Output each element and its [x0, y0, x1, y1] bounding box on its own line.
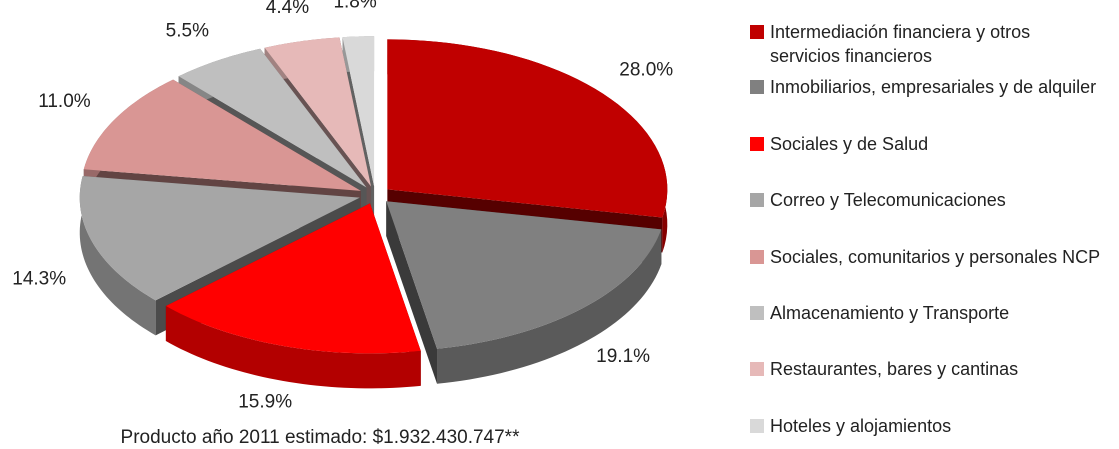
legend: Intermediación financiera y otros servic… [750, 0, 1110, 449]
data-label: 11.0% [38, 91, 91, 112]
slice-wall [79, 176, 156, 336]
legend-swatch [750, 419, 764, 433]
data-label: 4.4% [266, 0, 309, 18]
legend-label: Restaurantes, bares y cantinas [770, 359, 1019, 379]
legend-item: Almacenamiento y Transporte [750, 301, 1105, 325]
data-label: 14.3% [12, 269, 66, 290]
slice-wall [165, 306, 421, 389]
legend-item: Sociales, comunitarios y personales NCP [750, 245, 1105, 269]
slice-top [264, 37, 372, 187]
data-label: 28.0% [619, 60, 673, 81]
data-label: 15.9% [238, 391, 292, 412]
legend-item: Sociales y de Salud [750, 132, 1105, 156]
slice-top [83, 79, 361, 191]
legend-item: Hoteles y alojamientos [750, 414, 1105, 438]
legend-swatch [750, 137, 764, 151]
chart-subtitle: Producto año 2011 estimado: $1.932.430.7… [121, 427, 521, 448]
legend-item: Intermediación financiera y otros servic… [750, 20, 1105, 68]
slice-top [178, 48, 367, 188]
legend-label: Sociales y de Salud [770, 134, 929, 154]
legend-item: Correo y Telecomunicaciones [750, 188, 1105, 212]
legend-swatch [750, 193, 764, 207]
legend-label: Correo y Telecomunicaciones [770, 190, 1006, 210]
legend-label: Inmobiliarios, empresariales y de alquil… [770, 77, 1097, 97]
slice-top [342, 36, 375, 187]
legend-swatch [750, 306, 764, 320]
legend-swatch [750, 80, 764, 94]
slice-top [386, 201, 662, 349]
legend-label: Sociales, comunitarios y personales NCP [770, 247, 1101, 267]
data-label: 19.1% [596, 346, 650, 367]
legend-item: Restaurantes, bares y cantinas [750, 357, 1105, 381]
legend-label: Almacenamiento y Transporte [770, 303, 1010, 323]
slice-top [79, 176, 360, 301]
legend-label: Intermediación financiera y otros servic… [770, 22, 1031, 66]
slice-side [386, 201, 438, 384]
pie-slice [386, 201, 662, 384]
legend-swatch [750, 250, 764, 264]
pie-slice [165, 203, 421, 389]
legend-item: Inmobiliarios, empresariales y de alquil… [750, 75, 1105, 99]
legend-swatch [750, 362, 764, 376]
data-label: 5.5% [166, 20, 209, 41]
data-label: 1.8% [333, 0, 376, 13]
slice-top [165, 203, 421, 354]
slice-top [387, 39, 668, 218]
slice-wall [437, 229, 662, 384]
legend-label: Hoteles y alojamientos [770, 416, 952, 436]
legend-swatch [750, 25, 764, 39]
